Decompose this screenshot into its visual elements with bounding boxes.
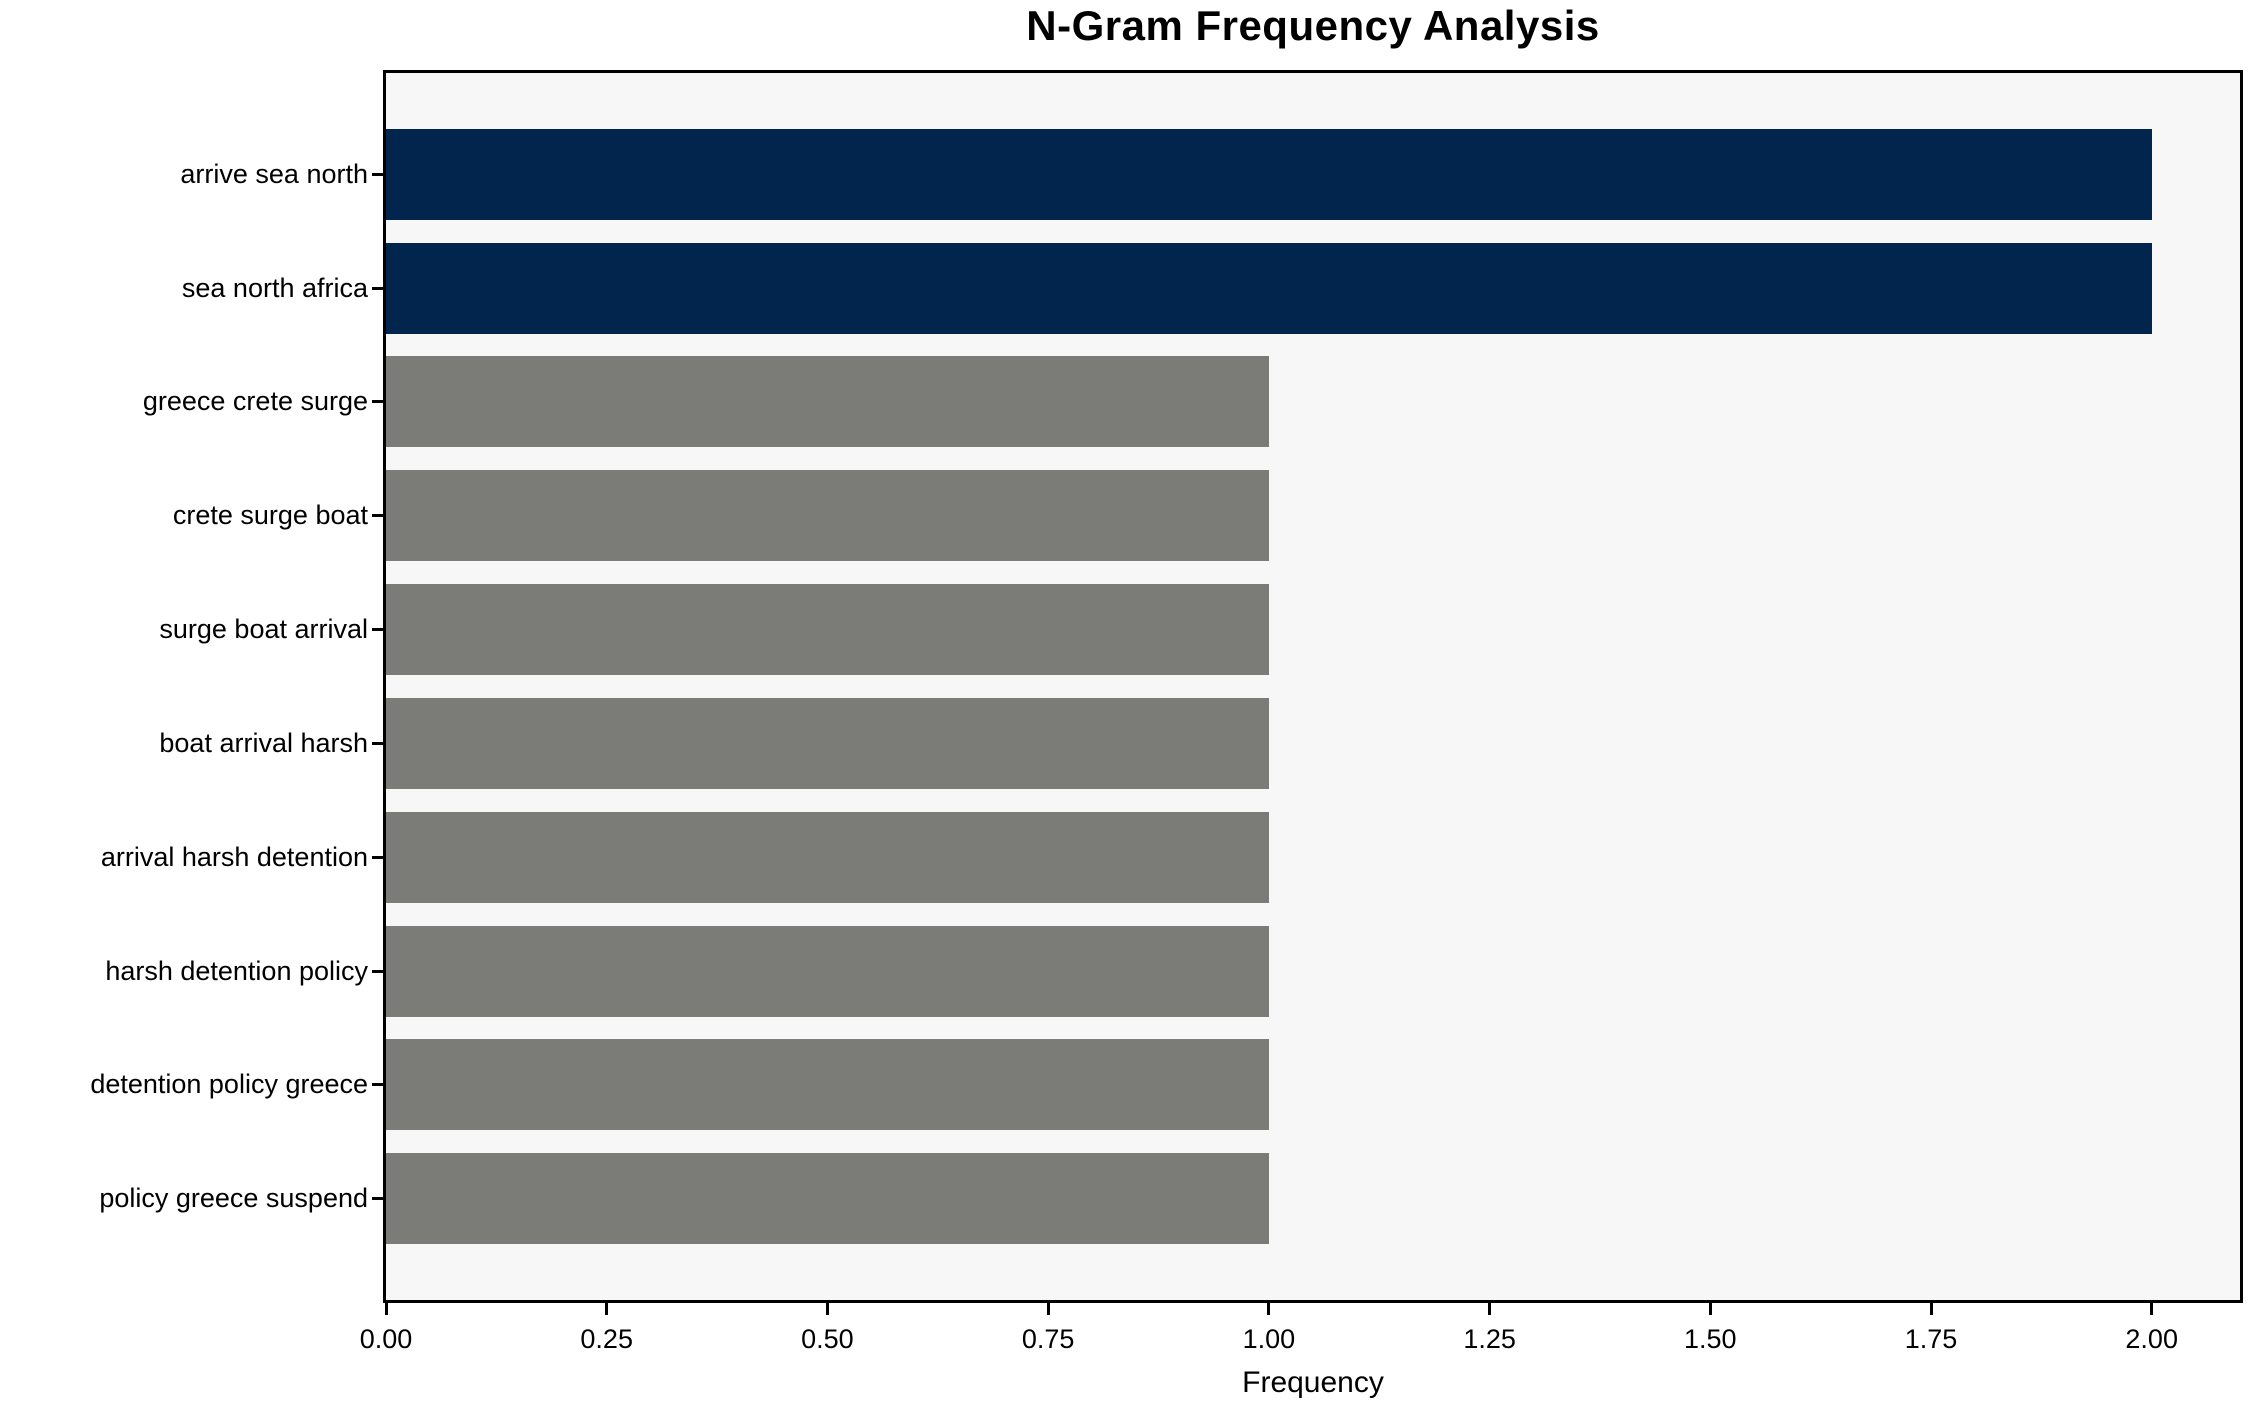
x-axis-label: Frequency [1242,1366,1384,1399]
bar-surge-boat-arrival [386,584,1269,676]
y-tick-label: policy greece suspend [99,1183,368,1214]
y-tick-label: greece crete surge [142,386,368,417]
y-tick-label: sea north africa [181,272,368,303]
bar-harsh-detention-policy [386,925,1269,1017]
y-tick-mark [372,1197,383,1201]
y-tick-label: arrival harsh detention [100,841,368,872]
y-tick-mark [372,1083,383,1087]
y-tick-mark [372,741,383,745]
x-tick-mark [384,1303,388,1315]
chart-title: N-Gram Frequency Analysis [1026,2,1600,49]
x-tick-label: 0.25 [580,1324,633,1354]
x-tick-mark [1267,1303,1271,1315]
x-tick-mark [825,1303,829,1315]
bar-boat-arrival-harsh [386,697,1269,789]
y-tick-label: surge boat arrival [159,614,368,645]
x-tick-mark [2150,1303,2154,1315]
x-tick-label: 1.50 [1684,1324,1737,1354]
x-tick-mark [605,1303,609,1315]
bar-detention-policy-greece [386,1039,1269,1131]
y-tick-label: arrive sea north [180,158,368,189]
y-tick-mark [372,855,383,859]
x-tick-mark [1708,1303,1712,1315]
y-tick-mark [372,400,383,404]
y-tick-mark [372,969,383,973]
y-tick-mark [372,514,383,518]
x-tick-label: 2.00 [2125,1324,2178,1354]
plot-area [383,70,2243,1303]
bar-crete-surge-boat [386,470,1269,562]
y-tick-mark [372,286,383,290]
bar-sea-north-africa [386,242,2152,334]
y-tick-mark [372,172,383,176]
bars-container [386,73,2240,1300]
x-tick-mark [1929,1303,1933,1315]
y-tick-label: detention policy greece [90,1069,368,1100]
x-tick-label: 0.50 [801,1324,854,1354]
x-tick-mark [1046,1303,1050,1315]
y-tick-label: crete surge boat [172,500,368,531]
bar-greece-crete-surge [386,356,1269,448]
x-tick-label: 0.00 [359,1324,413,1354]
x-tick-label: 1.00 [1242,1324,1296,1354]
y-tick-label: harsh detention policy [105,955,368,986]
bar-arrival-harsh-detention [386,811,1269,903]
x-tick-label: 1.25 [1463,1324,1516,1354]
bar-policy-greece-suspend [386,1153,1269,1245]
x-tick-mark [1488,1303,1492,1315]
y-tick-label: boat arrival harsh [159,727,368,758]
bar-arrive-sea-north [386,128,2152,220]
x-tick-label: 1.75 [1904,1324,1958,1354]
x-tick-label: 0.75 [1021,1324,1075,1354]
y-tick-mark [372,628,383,632]
